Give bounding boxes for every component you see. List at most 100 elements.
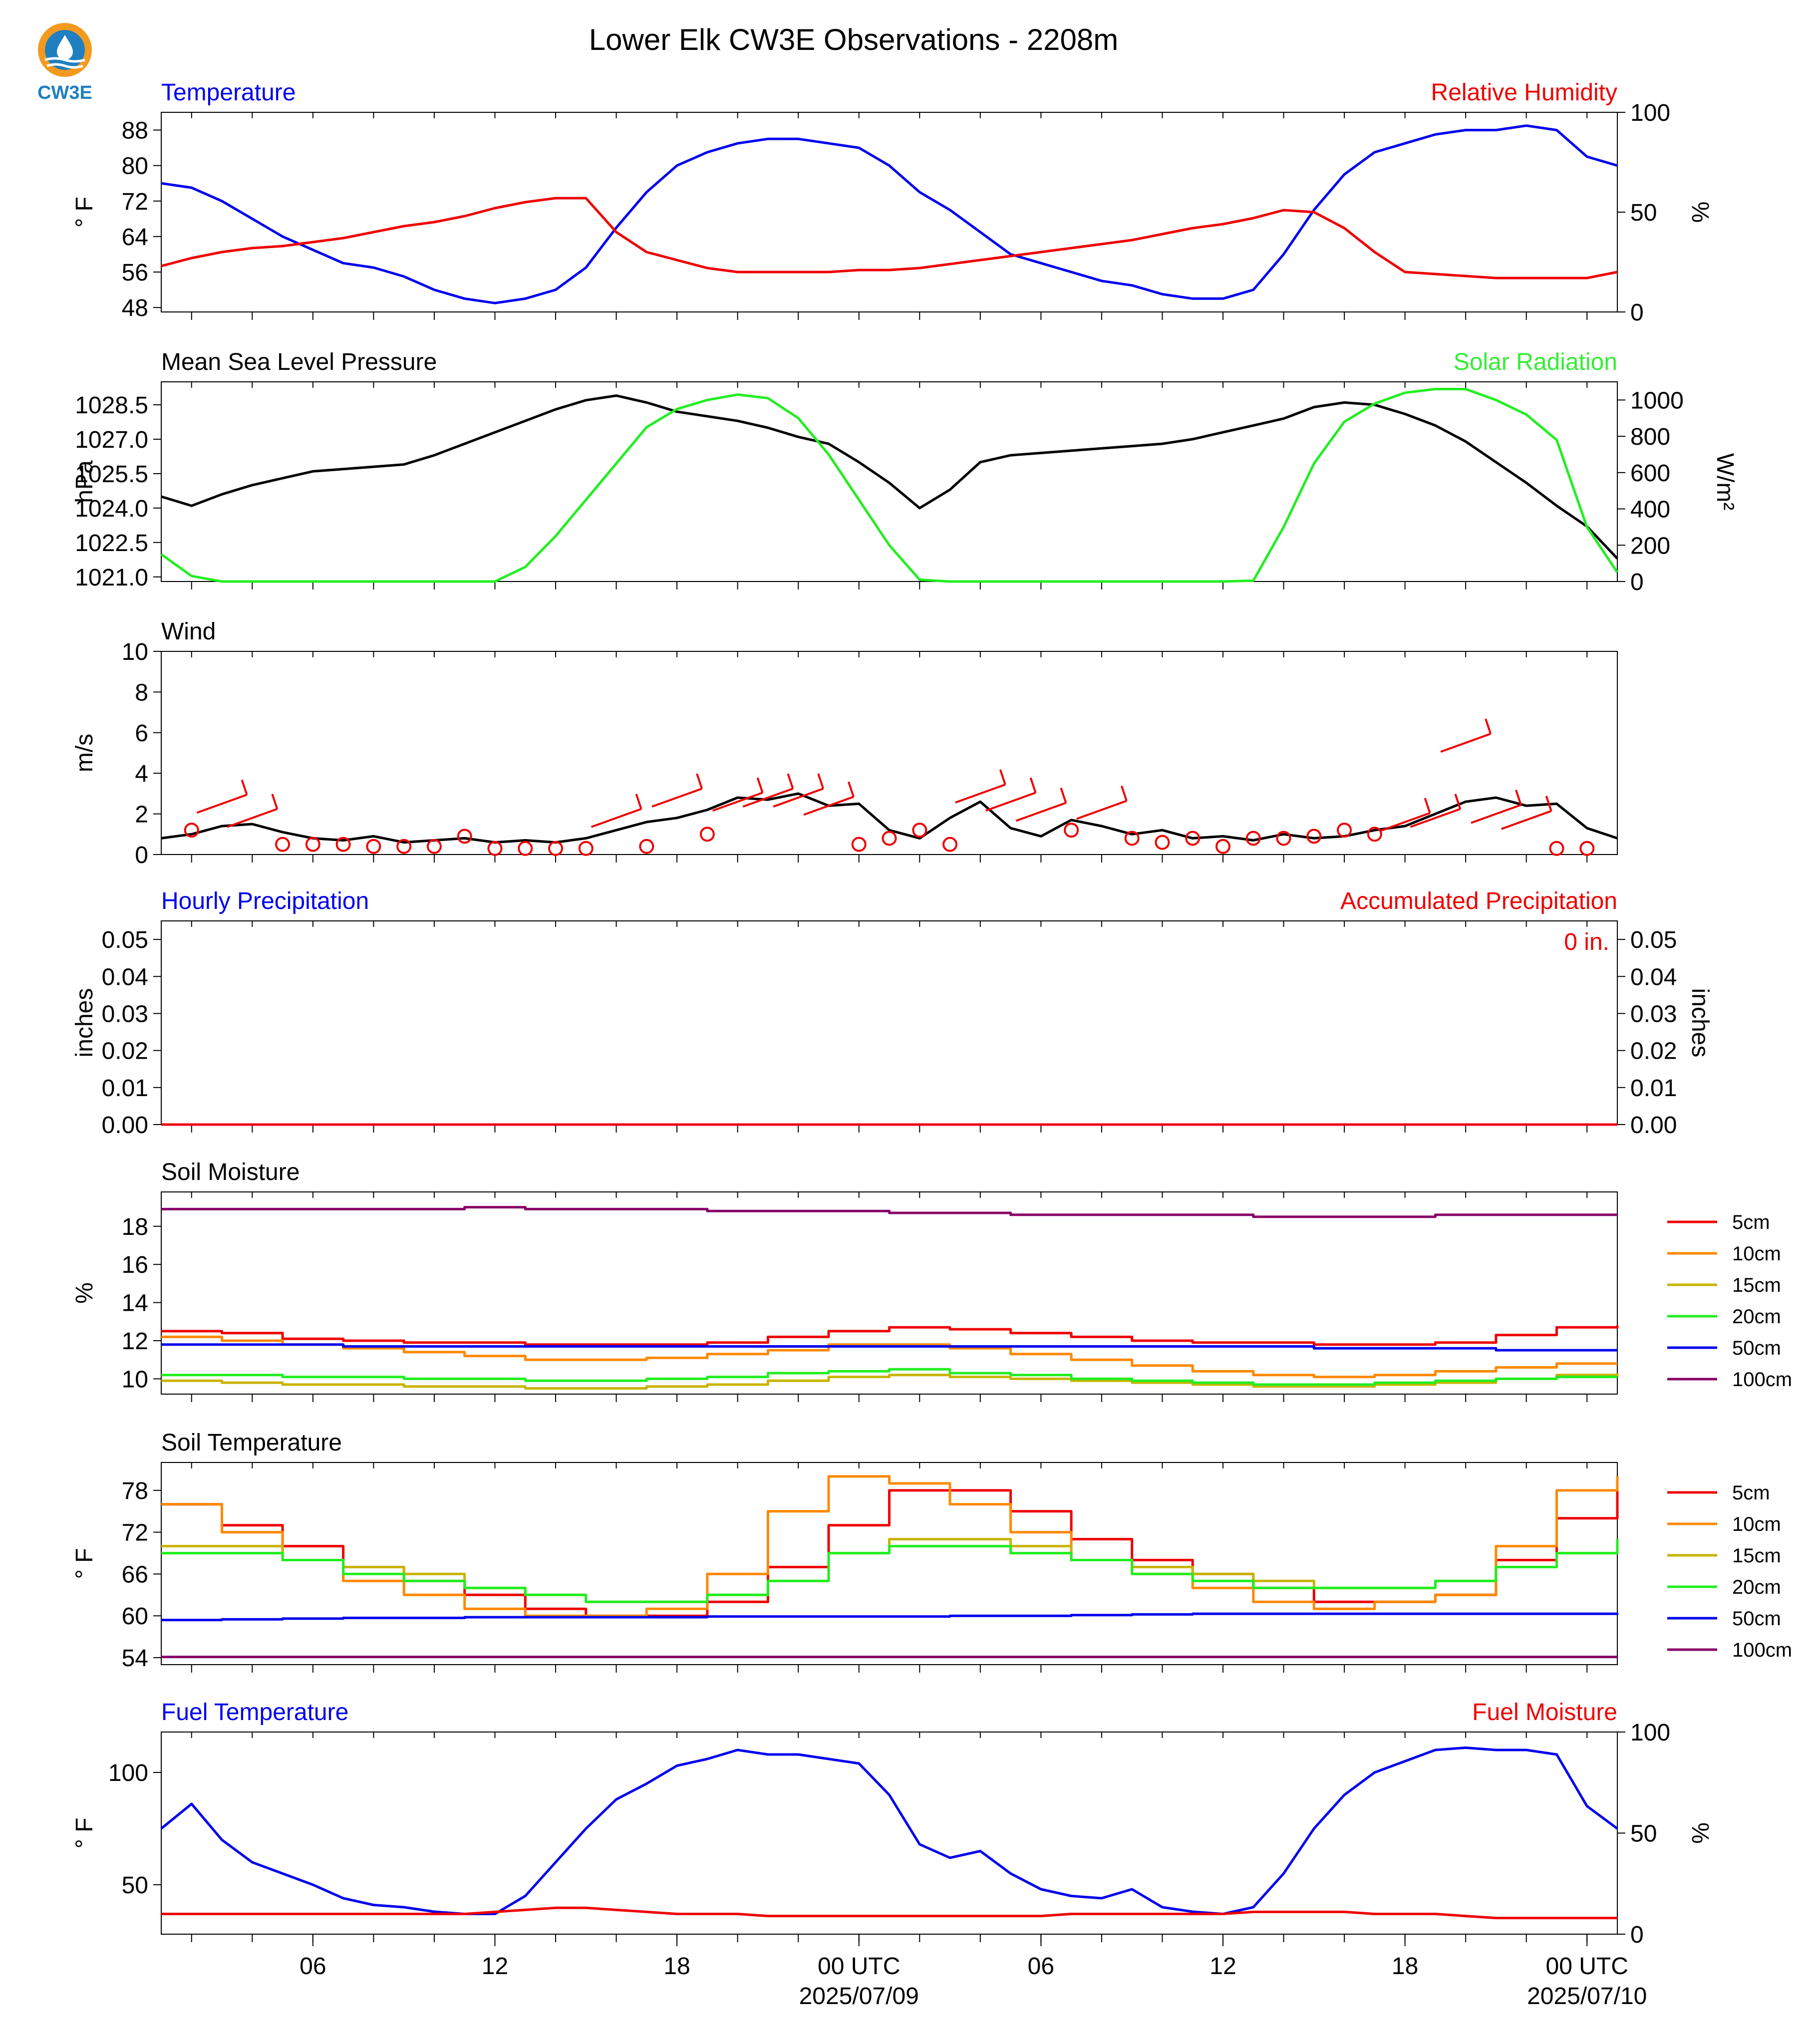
series-line: [160, 388, 1619, 583]
y-tick-label-left: 4: [135, 761, 148, 787]
panel-title-right: Solar Radiation: [1454, 349, 1617, 375]
wind-barb-calm: [1124, 831, 1140, 846]
y-axis-label-right: %: [1687, 202, 1713, 223]
x-tick-date-label: 2025/07/09: [799, 1983, 919, 2010]
series-line: [161, 1335, 1617, 1379]
wind-barb-staff: [591, 808, 642, 828]
wind-barb-calm: [942, 837, 958, 852]
accumulated-precip-label: 0 in.: [1564, 929, 1609, 955]
wind-barb-calm: [335, 837, 351, 852]
y-tick-label-left: 48: [122, 295, 148, 321]
series-line: [161, 1475, 1619, 1617]
panel-temperature-humidity: Temperature Relative Humidity 48 56 64 72 80 88…: [71, 79, 1713, 326]
wind-barb-calm: [1155, 835, 1170, 850]
wind-barb-staff: [1501, 810, 1552, 830]
wind-barb-calm: [305, 837, 320, 852]
y-tick-label-left: 2: [135, 802, 148, 828]
panel-title-left: Mean Sea Level Pressure: [161, 349, 437, 375]
y-tick-label-left: 78: [122, 1478, 148, 1504]
wind-barb-flag: [696, 773, 703, 789]
wind-barb-calm: [1306, 829, 1322, 844]
wind-barb-flag: [1515, 789, 1522, 806]
plot-frame: [161, 1462, 1618, 1665]
y-tick-label-left: 88: [122, 118, 148, 144]
plot-frame: [161, 1191, 1618, 1395]
y-tick-label-left: 1027.0: [75, 427, 148, 453]
wind-barb-staff: [227, 808, 278, 828]
x-tick-label: 12: [482, 1953, 508, 1980]
series-line: [161, 1612, 1619, 1622]
wind-barb-staff: [651, 788, 702, 808]
legend-label: 50cm: [1732, 1608, 1781, 1630]
y-tick-label-left: 0.02: [102, 1038, 148, 1065]
panel-title-left: Soil Temperature: [161, 1430, 342, 1456]
y-tick-label-left: 10: [122, 1366, 148, 1393]
series-line: [161, 1906, 1617, 1920]
panel-pressure-solar: Mean Sea Level Pressure Solar Radiation 10…: [71, 349, 1738, 595]
y-tick-label-left: 12: [122, 1328, 148, 1355]
wind-barb-calm: [1276, 831, 1291, 846]
panel-title-left: Wind: [161, 618, 216, 645]
x-tick-date-label: 2025/07/10: [1527, 1983, 1647, 2010]
y-tick-label-right: 100: [1630, 1720, 1670, 1746]
y-tick-label-left: 8: [135, 679, 148, 706]
wind-barb-calm: [912, 823, 927, 838]
wind-barb-calm: [457, 829, 472, 844]
y-axis-label-left: inches: [71, 988, 98, 1058]
plot-frame: [161, 651, 1618, 855]
y-tick-label-left: 54: [122, 1645, 148, 1672]
wind-barb-staff: [773, 788, 824, 808]
wind-barb-calm: [1579, 841, 1595, 856]
y-tick-label-left: 72: [122, 189, 148, 215]
y-tick-label-right: 0.05: [1630, 927, 1677, 953]
y-tick-label-left: 6: [135, 720, 148, 747]
y-axis-label-left: ° F: [71, 1818, 98, 1849]
wind-barb-calm: [518, 841, 533, 856]
y-tick-label-left: 1025.5: [75, 461, 148, 488]
y-tick-label-left: 60: [122, 1603, 148, 1630]
y-axis-label-left: ° F: [71, 197, 98, 228]
wind-barb-calm: [1367, 827, 1382, 842]
wind-barb-calm: [426, 839, 442, 854]
x-tick-label: 06: [1028, 1953, 1054, 1980]
y-tick-label-right: 0.02: [1630, 1038, 1677, 1065]
y-tick-label-left: 0: [135, 842, 148, 869]
y-tick-label-right: 400: [1630, 497, 1670, 523]
logo-drop: [57, 35, 73, 60]
wind-barb-flag: [1485, 718, 1492, 734]
y-tick-label-left: 1028.5: [75, 392, 148, 419]
wind-barb-staff: [1379, 812, 1431, 832]
panel-fuel: Fuel Temperature Fuel Moisture 50 100 0 50 100…: [71, 1699, 1713, 1948]
wind-barb-flag: [756, 777, 764, 793]
wind-barb-flag: [1029, 777, 1037, 793]
y-tick-label-right: 800: [1630, 424, 1670, 450]
wind-barb-flag: [1545, 796, 1552, 812]
wind-barb-calm: [487, 841, 503, 856]
legend-label: 5cm: [1732, 1482, 1770, 1504]
chart-panels: Temperature Relative Humidity485664728088…: [71, 79, 1792, 1948]
y-axis-label-right: inches: [1687, 988, 1713, 1058]
wind-barb-calm: [1215, 839, 1230, 854]
wind-barb-staff: [985, 792, 1036, 812]
wind-barb-staff: [1410, 808, 1461, 828]
wind-barb-flag: [1060, 787, 1067, 804]
wind-barb-flag: [1454, 794, 1462, 810]
legend-label: 20cm: [1732, 1306, 1781, 1328]
x-tick-label: 18: [1392, 1953, 1418, 1980]
y-tick-label-left: 0.00: [102, 1112, 148, 1139]
wind-barb-calm: [1337, 823, 1352, 838]
series-line: [160, 1746, 1618, 1915]
wind-barb-staff: [1076, 800, 1127, 820]
wind-barb-flag: [787, 773, 794, 789]
panel-title-left: Fuel Temperature: [161, 1699, 348, 1726]
x-tick-label: 06: [300, 1953, 326, 1980]
y-tick-label-right: 0.04: [1630, 964, 1677, 990]
wind-barb-calm: [396, 839, 412, 854]
plot-frame: [161, 381, 1618, 582]
series-line: [161, 197, 1618, 280]
y-axis-label-right: %: [1687, 1822, 1713, 1844]
y-axis-label-left: m/s: [71, 734, 98, 772]
cw3e-logo: CW3E: [30, 19, 100, 104]
legend-label: 5cm: [1732, 1211, 1770, 1233]
y-tick-label-left: 1024.0: [75, 496, 148, 522]
